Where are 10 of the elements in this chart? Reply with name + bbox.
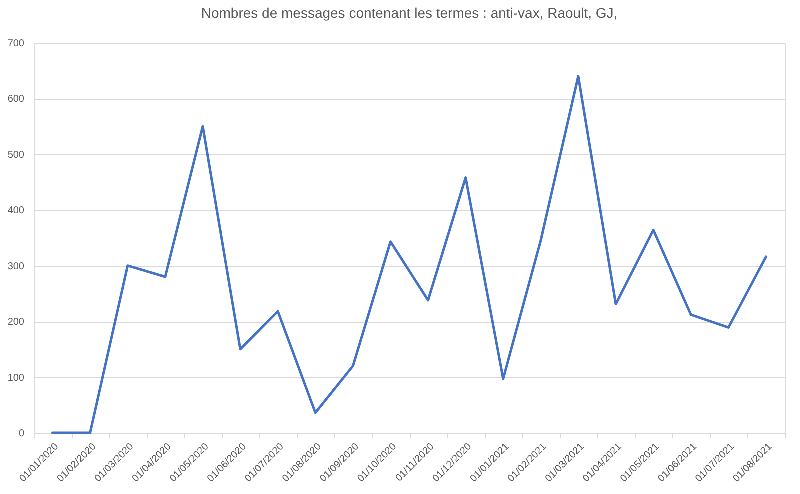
y-tick-label: 200	[8, 317, 25, 328]
y-tick-label: 0	[18, 428, 25, 440]
y-tick-label: 700	[8, 38, 25, 50]
chart-title: Nombres de messages contenant les termes : anti-vax, Raoult, GJ,	[201, 5, 618, 21]
y-tick-label: 300	[8, 261, 25, 272]
y-tick-label: 400	[8, 206, 25, 217]
y-tick-label: 500	[8, 150, 25, 161]
line-series	[52, 75, 768, 434]
y-tick-label: 100	[8, 372, 25, 384]
y-tick-label: 600	[8, 94, 25, 106]
